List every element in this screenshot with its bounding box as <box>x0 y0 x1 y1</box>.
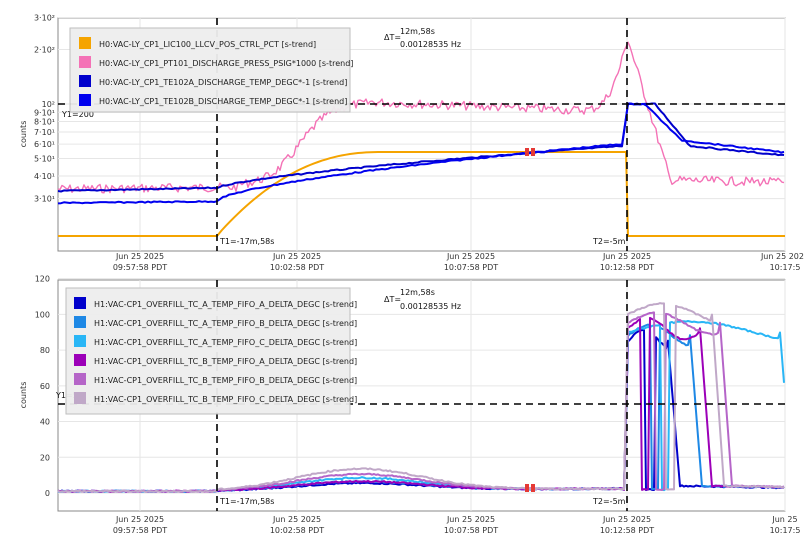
cursor-t1-label-bottom: T1=-17m,58s <box>219 497 274 506</box>
y-tick-label-bottom: 100 <box>35 310 50 319</box>
cursor-t1-label-top: T1=-17m,58s <box>219 237 274 246</box>
ylabel-bottom: counts <box>19 382 28 409</box>
delta-time-top: 12m,58s <box>400 27 435 36</box>
y-tick-label-top: 6·10¹ <box>34 140 55 149</box>
delta-freq-bottom: 0.00128535 Hz <box>400 302 461 311</box>
legend-bottom: H1:VAC-CP1_OVERFILL_TC_A_TEMP_FIFO_A_DEL… <box>65 287 357 415</box>
bottom-legend-swatch <box>74 392 86 404</box>
delta-time-bottom: 12m,58s <box>400 288 435 297</box>
x-tick-label-top: Jun 25 2025 <box>446 252 495 261</box>
x-ticks-bottom: Jun 25 2025 09:57:58 PDT Jun 25 2025 10:02:… <box>113 515 801 535</box>
marker <box>531 148 535 156</box>
top-legend-label: H0:VAC-LY_CP1_LIC100_LLCV_POS_CTRL_PCT [… <box>99 40 316 49</box>
series-top <box>57 41 785 237</box>
x-tick-label-bottom: 10:17:5 <box>770 526 801 535</box>
x-tick-label-top: 09:57:58 PDT <box>113 263 167 272</box>
x-ticks-top: Jun 25 2025 09:57:58 PDT Jun 25 2025 10:02:… <box>113 252 804 272</box>
marker <box>525 484 529 492</box>
series-tc-b-fifo-c-line <box>57 302 784 493</box>
bottom-legend-swatch <box>74 335 86 347</box>
x-tick-label-top: Jun 25 2025 <box>602 252 651 261</box>
y-tick-label-bottom: 20 <box>40 453 50 462</box>
bottom-legend-label: H1:VAC-CP1_OVERFILL_TC_B_TEMP_FIFO_C_DEL… <box>94 395 357 404</box>
bottom-legend-swatch <box>74 297 86 309</box>
top-legend-swatch <box>79 75 91 87</box>
x-tick-label-top: Jun 25 2025 <box>115 252 164 261</box>
series-te102b-line <box>57 102 785 205</box>
bottom-legend-label: H1:VAC-CP1_OVERFILL_TC_B_TEMP_FIFO_B_DEL… <box>94 376 357 385</box>
x-tick-label-bottom: 10:02:58 PDT <box>270 526 324 535</box>
x-tick-label-bottom: 10:12:58 PDT <box>600 526 654 535</box>
y-tick-label-top: 7·10¹ <box>34 128 55 137</box>
y-tick-label-bottom: 40 <box>40 418 50 427</box>
top-legend-swatch <box>79 94 91 106</box>
x-tick-label-top: Jun 25 2025 <box>272 252 321 261</box>
marker <box>525 148 529 156</box>
top-legend-label: H0:VAC-LY_CP1_TE102B_DISCHARGE_TEMP_DEGC… <box>99 97 347 106</box>
y-ticks-bottom: 0 20 40 60 80 100 120 <box>35 275 50 498</box>
y-tick-label-bottom: 80 <box>40 346 50 355</box>
marker <box>531 484 535 492</box>
x-tick-label-bottom: 09:57:58 PDT <box>113 526 167 535</box>
delta-label-bottom: ΔT= <box>384 295 401 304</box>
x-tick-label-top: 10:17:5 <box>770 263 801 272</box>
bottom-legend-swatch <box>74 373 86 385</box>
series-te102a-line <box>57 102 785 193</box>
legend-box-bottom <box>65 287 351 415</box>
y-tick-label-top: 5·10¹ <box>34 154 55 163</box>
y-tick-label-top: 2·10² <box>34 46 55 55</box>
cursor-y1-label-top: Y1=200 <box>61 110 94 119</box>
top-legend-label: H0:VAC-LY_CP1_PT101_DISCHARGE_PRESS_PSIG… <box>99 59 353 68</box>
x-tick-label-bottom: Jun 25 2025 <box>446 515 495 524</box>
legend-top: H0:VAC-LY_CP1_LIC100_LLCV_POS_CTRL_PCT [… <box>69 27 353 113</box>
ylabel-top: counts <box>19 121 28 148</box>
y-tick-label-top: 9·10¹ <box>34 108 55 117</box>
top-legend-swatch <box>79 56 91 68</box>
series-lic100-line <box>58 151 785 237</box>
x-tick-label-top: Jun 25 2025 <box>760 252 804 261</box>
delta-label-top: ΔT= <box>384 33 401 42</box>
bottom-legend-label: H1:VAC-CP1_OVERFILL_TC_A_TEMP_FIFO_C_DEL… <box>94 338 357 347</box>
delta-freq-top: 0.00128535 Hz <box>400 40 461 49</box>
x-tick-label-top: 10:12:58 PDT <box>600 263 654 272</box>
cursor-t2-label-top: T2=-5m <box>592 237 626 246</box>
y-tick-label-top: 4·10¹ <box>34 172 55 181</box>
y-tick-label-top: 3·10² <box>34 14 55 23</box>
x-tick-label-bottom: Jun 25 2025 <box>115 515 164 524</box>
y-tick-label-top: 3·10¹ <box>34 195 55 204</box>
y-tick-label-top: 8·10¹ <box>34 118 55 127</box>
legend-box-top <box>69 27 351 113</box>
cursor-t2-label-bottom: T2=-5m <box>592 497 626 506</box>
bottom-legend-label: H1:VAC-CP1_OVERFILL_TC_B_TEMP_FIFO_A_DEL… <box>94 357 357 366</box>
series-tc-b-fifo-b-line <box>57 311 785 493</box>
top-legend-label: H0:VAC-LY_CP1_TE102A_DISCHARGE_TEMP_DEGC… <box>99 78 347 87</box>
x-tick-label-bottom: Jun 25 2025 <box>602 515 651 524</box>
y-tick-label-bottom: 60 <box>40 382 50 391</box>
x-tick-label-top: 10:07:58 PDT <box>444 263 498 272</box>
x-tick-label-bottom: Jun 25 2025 <box>272 515 321 524</box>
y-tick-label-top: 10² <box>42 100 55 109</box>
bottom-legend-label: H1:VAC-CP1_OVERFILL_TC_A_TEMP_FIFO_A_DEL… <box>94 300 357 309</box>
bottom-legend-swatch <box>74 316 86 328</box>
x-tick-label-bottom: 10:07:58 PDT <box>444 526 498 535</box>
y-tick-label-bottom: 120 <box>35 275 50 284</box>
y-tick-label-bottom: 0 <box>45 489 50 498</box>
x-tick-label-bottom: Jun 25 <box>771 515 797 524</box>
bottom-legend-label: H1:VAC-CP1_OVERFILL_TC_A_TEMP_FIFO_B_DEL… <box>94 319 357 328</box>
x-tick-label-top: 10:02:58 PDT <box>270 263 324 272</box>
top-legend-swatch <box>79 37 91 49</box>
series-bottom <box>57 302 785 493</box>
bottom-legend-swatch <box>74 354 86 366</box>
